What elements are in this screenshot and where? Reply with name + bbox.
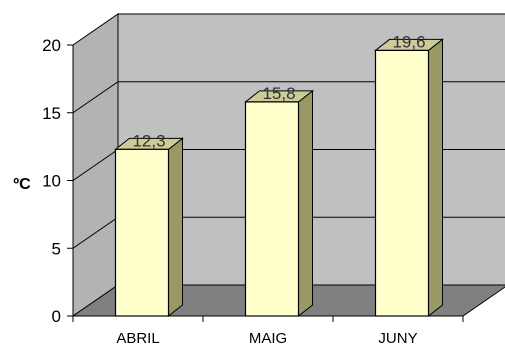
x-tick-label: JUNY <box>378 330 417 347</box>
data-labels: 12,3 15,8 19,6 <box>132 32 425 150</box>
x-tick-labels: ABRIL MAIG JUNY <box>116 330 417 347</box>
bar <box>244 89 314 318</box>
bar-front <box>374 49 430 317</box>
y-axis-label: ºC <box>13 176 31 193</box>
y-tick-label: 10 <box>42 172 61 191</box>
x-tick-label: MAIG <box>249 330 287 347</box>
y-tick-label: 15 <box>42 104 61 123</box>
y-tick-label: 5 <box>52 239 61 258</box>
bar-front <box>114 148 170 317</box>
y-tick-labels: 0 5 10 15 20 <box>42 36 61 326</box>
y-tick-label: 20 <box>42 36 61 55</box>
bar-side <box>428 38 443 318</box>
x-tick-label: ABRIL <box>116 330 159 347</box>
data-label: 12,3 <box>132 131 165 150</box>
bar-side <box>168 137 183 318</box>
y-tick-label: 0 <box>52 307 61 326</box>
data-label: 15,8 <box>262 84 295 103</box>
data-label: 19,6 <box>392 32 425 51</box>
bar <box>114 137 184 318</box>
chart-bars <box>114 38 444 318</box>
bar <box>374 38 444 318</box>
bar-front <box>244 101 300 317</box>
bar-side <box>298 89 313 318</box>
